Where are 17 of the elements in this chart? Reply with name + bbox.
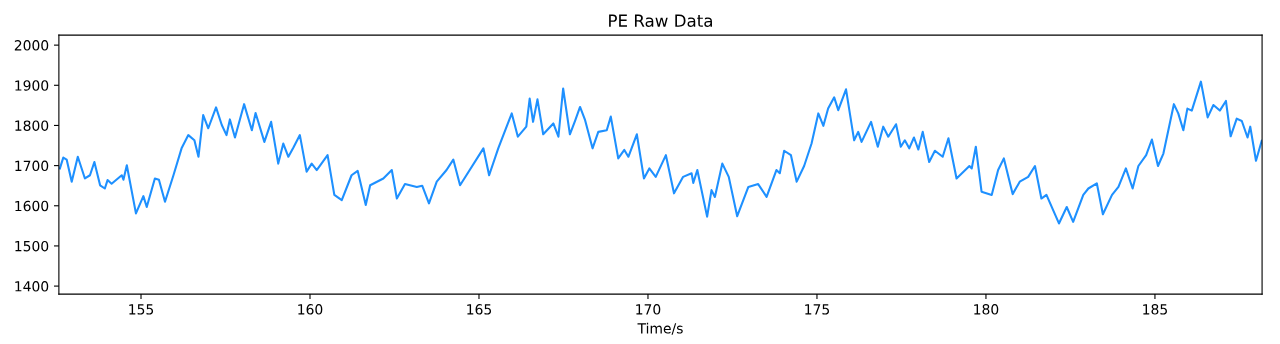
y-tick-label: 1800 xyxy=(15,120,49,131)
x-tick-label: 180 xyxy=(974,304,999,315)
x-tick-label: 165 xyxy=(467,304,492,315)
y-tick-label: 1700 xyxy=(15,160,49,172)
x-tick-label: 155 xyxy=(129,304,154,315)
y-tick-label: 1900 xyxy=(15,80,49,91)
x-tick-label: 170 xyxy=(636,304,661,315)
line-series xyxy=(58,80,1263,225)
y-tick-label: 1400 xyxy=(15,281,49,292)
x-axis-title: Time/s xyxy=(637,322,683,335)
x-tick-label: 185 xyxy=(1143,304,1167,315)
x-tick-label: 160 xyxy=(298,304,323,315)
y-tick-label: 2000 xyxy=(14,40,49,51)
y-tick-label: 1500 xyxy=(15,240,49,252)
y-tick-label: 1600 xyxy=(15,200,49,212)
chart-title: PE Raw Data xyxy=(609,14,712,27)
x-tick-label: 175 xyxy=(805,304,830,315)
